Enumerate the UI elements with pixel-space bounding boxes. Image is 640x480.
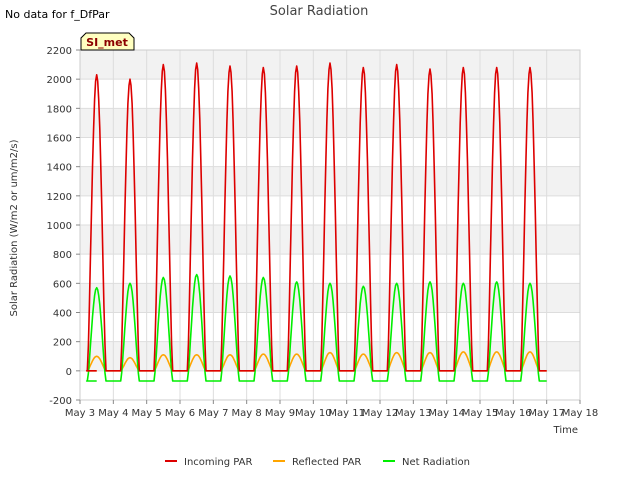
legend-label-net-radiation: Net Radiation — [402, 457, 470, 468]
grid-band — [80, 341, 580, 371]
x-tick-label: May 11 — [328, 408, 365, 419]
x-tick-label: May 3 — [65, 408, 95, 419]
x-tick-label: May 6 — [165, 408, 195, 419]
x-tick-label: May 4 — [98, 408, 128, 419]
site-badge-shape — [80, 32, 135, 51]
x-axis-ticks: May 3 May 4 May 5 May 6 May 7 May 8 May 9 May 1… — [65, 400, 598, 419]
x-tick-label: May 18 — [562, 408, 599, 419]
x-tick-label: May 15 — [462, 408, 499, 419]
no-data-note: No data for f_DfPar — [5, 8, 110, 21]
legend-label-reflected-par: Reflected PAR — [292, 457, 361, 468]
chart-title: Solar Radiation — [270, 4, 369, 19]
data-series — [85, 62, 547, 382]
y-tick-label: 0 — [66, 367, 72, 378]
x-tick-label: May 9 — [265, 408, 295, 419]
y-tick-label: 1000 — [47, 221, 72, 232]
x-tick-label: May 12 — [362, 408, 399, 419]
y-tick-label: 800 — [53, 250, 72, 261]
x-tick-label: May 10 — [295, 408, 332, 419]
y-tick-label: 2200 — [47, 46, 72, 57]
x-tick-label: May 16 — [495, 408, 532, 419]
x-tick-label: May 7 — [198, 408, 228, 419]
legend-label-incoming-par: Incoming PAR — [184, 457, 253, 468]
y-tick-label: 2000 — [47, 75, 72, 86]
y-tick-label: 1200 — [47, 192, 72, 203]
legend: Incoming PAR Reflected PAR Net Radiation — [165, 457, 470, 468]
grid-band — [80, 108, 580, 138]
grid-bands — [80, 50, 580, 371]
x-tick-label: May 17 — [528, 408, 565, 419]
x-tick-label: May 5 — [132, 408, 162, 419]
y-tick-label: 1800 — [47, 104, 72, 115]
grid-band — [80, 283, 580, 313]
y-tick-label: 400 — [53, 309, 72, 320]
y-tick-label: 1600 — [47, 134, 72, 145]
site-badge-label: SI_met — [86, 36, 128, 49]
y-axis-label: Solar Radiation (W/m2 or um/m2/s) — [9, 139, 20, 316]
plot-area — [79, 49, 581, 401]
series-line-incoming-par — [85, 62, 547, 372]
grid-band — [80, 166, 580, 196]
y-tick-label: -200 — [49, 396, 72, 407]
x-axis-label: Time — [553, 425, 578, 436]
x-tick-label: May 14 — [428, 408, 465, 419]
site-badge: SI_met — [80, 32, 135, 51]
y-tick-label: 600 — [53, 279, 72, 290]
x-tick-label: May 13 — [395, 408, 432, 419]
grid-band — [80, 225, 580, 255]
series-line-net-radiation — [85, 273, 547, 382]
y-tick-label: 200 — [53, 338, 72, 349]
x-tick-label: May 8 — [232, 408, 262, 419]
y-axis-ticks: -200 0 200 400 600 800 1000 1200 1400 1600 1800 200… — [47, 46, 80, 407]
y-tick-label: 1400 — [47, 163, 72, 174]
